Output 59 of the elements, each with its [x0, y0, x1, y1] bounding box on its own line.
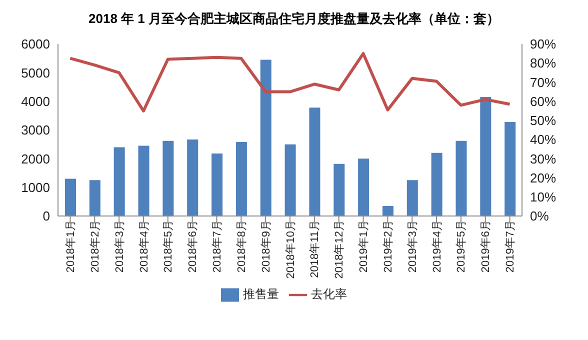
- y-tick-label: 1000: [21, 180, 50, 195]
- x-tick-label: 2019年2月: [382, 220, 394, 273]
- bar: [382, 206, 394, 216]
- bar: [236, 142, 247, 216]
- bar: [406, 180, 418, 216]
- y2-tick-label: 40%: [530, 132, 556, 148]
- y-tick-label: 2000: [21, 151, 50, 166]
- y-tick-label: 0: [42, 208, 50, 224]
- y2-tick-label: 60%: [530, 94, 556, 109]
- x-tick-label: 2019年5月: [456, 220, 468, 273]
- bar: [89, 180, 100, 216]
- x-tick-label: 2019年3月: [406, 220, 419, 273]
- x-tick-label: 2019年1月: [358, 220, 370, 273]
- line-series: [68, 52, 512, 112]
- x-tick-label: 2019年7月: [504, 220, 517, 273]
- bar: [309, 108, 320, 216]
- bar: [358, 158, 370, 216]
- x-tick-label: 2018年1月: [65, 220, 78, 273]
- bar: [65, 178, 76, 216]
- x-tick-label: 2019年6月: [480, 220, 492, 273]
- x-tick-label: 2018年8月: [236, 220, 248, 273]
- x-tick-label: 2018年11月: [309, 220, 322, 278]
- x-tick-label: 2018年10月: [284, 220, 297, 279]
- x-tick-label: 2018年6月: [187, 220, 200, 273]
- x-tick-label: 2018年2月: [89, 220, 102, 273]
- bar: [212, 154, 223, 216]
- bar: [334, 164, 345, 216]
- y2-tick-label: 70%: [530, 74, 556, 90]
- x-tick-label: 2018年7月: [212, 220, 224, 273]
- x-tick-label: 2018年9月: [260, 220, 272, 273]
- legend-label: 去化率: [311, 287, 347, 302]
- y2-tick-label: 80%: [530, 56, 556, 71]
- bar: [260, 60, 272, 216]
- x-tick-label: 2019年4月: [431, 220, 444, 273]
- legend-label: 推售量: [243, 287, 279, 302]
- y2-tick-label: 30%: [530, 151, 556, 166]
- y-tick-label: 3000: [21, 122, 50, 138]
- x-tick-label: 2018年4月: [138, 220, 150, 273]
- bar: [504, 122, 516, 216]
- bar: [480, 97, 492, 216]
- bar: [114, 147, 125, 216]
- chart-title: 2018 年 1 月至今合肥主城区商品住宅月度推盘量及去化率（单位：套）: [88, 10, 500, 28]
- y-tick-label: 5000: [21, 65, 50, 80]
- x-tick-label: 2018年5月: [162, 220, 175, 273]
- bar: [456, 140, 467, 216]
- bar: [162, 140, 174, 216]
- bar: [431, 152, 442, 216]
- y2-tick-label: 50%: [530, 113, 556, 128]
- y-tick-label: 6000: [21, 36, 50, 52]
- x-tick-label: 2018年3月: [114, 220, 126, 273]
- bar: [284, 144, 296, 216]
- y-tick-label: 4000: [21, 94, 50, 109]
- bar: [138, 146, 150, 216]
- y2-tick-label: 0%: [530, 208, 550, 224]
- y2-tick-label: 10%: [530, 190, 556, 205]
- x-tick-label: 2018年12月: [334, 220, 346, 279]
- y2-tick-label: 20%: [530, 170, 556, 186]
- y2-tick-label: 90%: [530, 36, 556, 52]
- bar: [187, 139, 198, 216]
